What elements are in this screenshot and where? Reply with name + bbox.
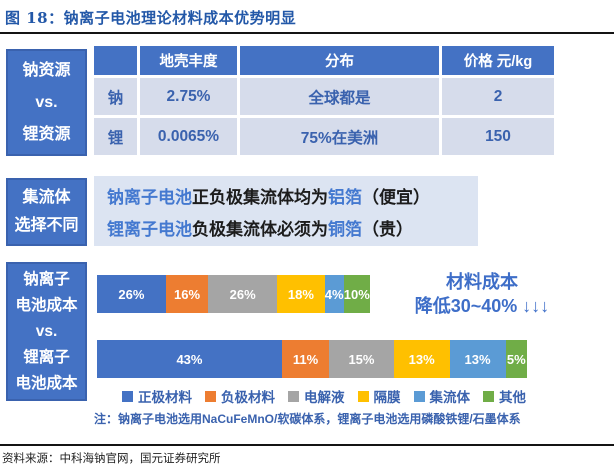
sidebar-line: 锂资源 — [22, 125, 71, 143]
highlight-term: 钠离子电池 — [107, 187, 192, 207]
bottom-divider — [0, 444, 614, 446]
legend-item-其他: 其他 — [483, 386, 526, 406]
bar-segment-label: 26% — [118, 286, 145, 302]
source-text: 资料来源：中科海钠官网，国元证券研究所 — [2, 451, 221, 465]
cost-reduction-annotation: 材料成本 降低30~40% ↓↓↓ — [378, 270, 586, 318]
table-cell-lithium: 锂 — [94, 118, 137, 155]
table-header-distribution: 分布 — [240, 46, 439, 75]
sidebar-line: 钠资源 — [22, 61, 71, 79]
table-cell-lithium-abundance: 0.0065% — [140, 118, 237, 155]
collector-line-sodium: 钠离子电池正负极集流体均为铝箔（便宜） — [107, 183, 478, 208]
legend-swatch-icon — [288, 390, 299, 402]
table-cell-sodium-price: 2 — [442, 78, 554, 115]
legend-label: 隔膜 — [373, 390, 401, 405]
bar-segment-集流体: 4% — [324, 275, 344, 313]
legend-swatch-icon — [205, 390, 216, 402]
sidebar-resource-comparison: 钠资源 vs. 锂资源 — [6, 49, 87, 156]
legend-label: 集流体 — [429, 390, 471, 405]
sidebar-cost-comparison: 钠离子 电池成本 vs. 锂离子 电池成本 — [6, 262, 87, 401]
table-cell-lithium-distribution: 75%在美洲 — [240, 118, 439, 155]
bar-segment-label: 10% — [343, 286, 370, 302]
sidebar-line: 电池成本 — [15, 374, 78, 392]
bar-segment-label: 15% — [348, 351, 375, 367]
bar-segment-其他: 10% — [343, 275, 370, 313]
sidebar-line: vs. — [35, 322, 58, 340]
plain-text: （便宜） — [362, 187, 430, 207]
sidebar-line: 电池成本 — [15, 296, 78, 314]
bar-segment-label: 4% — [324, 286, 344, 302]
legend-label: 电解液 — [304, 390, 345, 405]
stacked-bar-lithium: 43% 11% 15% 13% 13% 5% — [97, 340, 528, 378]
bar-segment-label: 43% — [176, 351, 203, 367]
table-cell-lithium-price: 150 — [442, 118, 554, 155]
legend-swatch-icon — [413, 390, 425, 402]
collector-line-lithium: 锂离子电池负极集流体必须为铜箔（贵） — [107, 215, 478, 240]
plain-text: 负极集流体必须为 — [192, 219, 328, 239]
resource-table: 地壳丰度 分布 价格 元/kg 钠 2.75% 全球都是 2 锂 0.0065%… — [94, 46, 554, 155]
stacked-bar-sodium: 26% 16% 26% 18% 4% 10% — [97, 275, 370, 313]
sidebar-line: vs. — [35, 93, 58, 111]
plain-text: （贵） — [362, 219, 413, 239]
bar-segment-集流体: 13% — [449, 340, 506, 378]
bar-segment-电解液: 15% — [329, 340, 394, 378]
legend-label: 其他 — [499, 390, 526, 405]
table-cell-sodium-abundance: 2.75% — [140, 78, 237, 115]
chart-legend: 正极材料 负极材料 电解液 隔膜 集流体 其他 — [94, 386, 554, 406]
sidebar-line: 选择不同 — [14, 217, 79, 234]
bar-segment-其他: 5% — [505, 340, 528, 378]
bar-segment-label: 18% — [287, 286, 314, 302]
bar-segment-label: 26% — [229, 286, 256, 302]
table-header-empty — [94, 46, 137, 75]
annotation-line: 降低30~40% ↓↓↓ — [414, 296, 550, 316]
table-cell-sodium-distribution: 全球都是 — [240, 78, 439, 115]
sidebar-current-collector: 集流体 选择不同 — [6, 178, 87, 246]
top-divider — [0, 32, 614, 34]
highlight-term: 锂离子电池 — [107, 219, 192, 239]
bar-segment-label: 5% — [506, 351, 526, 367]
legend-swatch-icon — [357, 390, 369, 402]
collector-panel: 钠离子电池正负极集流体均为铝箔（便宜） 锂离子电池负极集流体必须为铜箔（贵） — [94, 176, 478, 246]
bar-segment-隔膜: 18% — [277, 275, 325, 313]
plain-text: 正负极集流体均为 — [192, 187, 328, 207]
table-header-abundance: 地壳丰度 — [140, 46, 237, 75]
legend-item-电解液: 电解液 — [288, 386, 345, 406]
highlight-term: 铝箔 — [328, 187, 362, 207]
legend-label: 正极材料 — [138, 390, 192, 405]
annotation-line: 材料成本 — [446, 272, 518, 292]
bar-segment-label: 11% — [292, 351, 319, 367]
legend-swatch-icon — [483, 390, 494, 402]
footnote: 注：钠离子电池选用NaCuFeMnO/软碳体系，锂离子电池选用磷酸铁锂/石墨体系 — [94, 412, 521, 426]
legend-item-集流体: 集流体 — [413, 386, 471, 406]
bar-segment-正极材料: 43% — [97, 340, 282, 378]
bar-segment-label: 13% — [408, 351, 435, 367]
legend-label: 负极材料 — [221, 390, 275, 405]
legend-swatch-icon — [122, 390, 133, 402]
legend-item-正极材料: 正极材料 — [122, 386, 192, 406]
bar-segment-隔膜: 13% — [393, 340, 450, 378]
legend-item-负极材料: 负极材料 — [205, 386, 275, 406]
legend-item-隔膜: 隔膜 — [357, 386, 401, 406]
bar-segment-负极材料: 11% — [281, 340, 330, 378]
table-header-price: 价格 元/kg — [442, 46, 554, 75]
highlight-term: 铜箔 — [328, 219, 362, 239]
bar-segment-label: 13% — [464, 351, 491, 367]
bar-segment-label: 16% — [174, 286, 201, 302]
table-cell-sodium: 钠 — [94, 78, 137, 115]
bar-segment-正极材料: 26% — [97, 275, 166, 313]
sidebar-line: 锂离子 — [23, 348, 70, 366]
sidebar-line: 集流体 — [22, 189, 71, 206]
bar-segment-负极材料: 16% — [165, 275, 209, 313]
bar-segment-电解液: 26% — [208, 275, 278, 313]
figure-title: 图 18：钠离子电池理论材料成本优势明显 — [5, 9, 297, 27]
sidebar-line: 钠离子 — [23, 270, 70, 288]
